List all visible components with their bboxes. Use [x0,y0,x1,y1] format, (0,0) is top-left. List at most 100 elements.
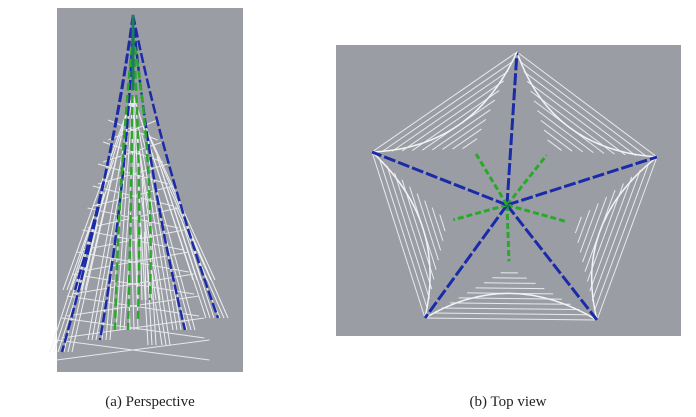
lattice-member [84,127,124,291]
lattice-member [132,94,174,331]
blue-rib [98,14,135,341]
green-rib [474,153,509,206]
lattice-member [424,200,442,251]
lattice-member [523,71,637,156]
lattice-member [450,302,571,305]
lattice-member [416,193,439,261]
edge [424,292,598,321]
lattice-member [411,90,500,151]
lattice-member [143,231,147,301]
blue-rib [371,150,508,207]
lattice-member [87,207,179,229]
blue-rib [131,14,187,331]
lattice-member [439,214,446,232]
lattice-member [530,90,615,155]
caption: (b) Top view [470,394,547,410]
lattice-member [433,312,589,316]
green-rib [131,34,152,301]
lattice-member [108,119,158,141]
lattice-member [379,158,428,309]
green-rib [505,154,548,206]
lattice-member [442,119,487,150]
edge [590,156,658,321]
lattice-member [458,297,562,300]
lattice-member [141,134,196,331]
edge [371,151,431,319]
lattice-member [589,176,633,292]
lattice-member [540,120,584,153]
lattice-member [577,209,591,243]
lattice-member [475,287,545,290]
lattice-member [579,203,599,253]
lattice-member [537,110,594,154]
lattice-member [452,128,482,150]
green-rib [452,203,508,222]
lattice-member [49,94,134,353]
lattice-member [462,138,478,150]
top-view-panel [336,45,681,336]
lattice-member [149,173,178,331]
lattice-member [483,282,536,284]
lattice-member [61,317,205,339]
lattice-member [80,192,105,291]
blue-rib [131,14,220,319]
lattice-member [526,80,626,156]
lattice-member [516,51,658,158]
caption: (a) Perspective [105,394,195,410]
lattice-member [180,218,202,281]
green-rib [113,34,135,331]
lattice-member [67,223,98,353]
lattice-member [596,156,658,321]
top-view-structure [371,51,658,321]
blue-rib [423,204,509,319]
blue-rib [505,51,519,206]
lattice-member [386,165,430,299]
lattice-member [158,212,192,331]
lattice-member [97,163,169,185]
lattice-member [431,207,444,241]
lattice-member [115,94,134,331]
lattice-member [574,216,582,234]
lattice-member [77,251,189,273]
lattice-member [371,151,426,319]
lattice-member [401,80,504,152]
lattice-member [547,139,562,151]
lattice-member [520,61,647,157]
lattice-member [102,141,164,163]
edge [371,51,518,153]
lattice-member [424,317,598,321]
lattice-member [141,178,153,346]
lattice-member [128,290,131,331]
green-rib [506,203,567,224]
lattice-member [394,172,433,290]
lattice-member [141,197,157,301]
lattice-member [62,94,134,291]
blue-rib [73,14,135,291]
lattice-member [109,135,128,341]
lattice-member [391,70,509,152]
blue-rib [506,155,658,207]
lattice-member [582,196,608,263]
lattice-member [92,185,174,207]
lattice-member [95,258,112,341]
lattice-member [401,179,435,280]
blue-rib [505,204,599,321]
lattice-member [146,265,153,301]
lattice-member [543,129,573,152]
lattice-member [144,125,216,281]
perspective-structure [49,14,229,361]
lattice-member [591,170,641,301]
green-rib [131,34,141,321]
lattice-member [371,51,518,153]
edge [516,51,658,158]
lattice-member [56,339,210,361]
lattice-member [586,183,624,282]
lattice-member [441,307,580,311]
lattice-member [156,156,198,281]
lattice-member [381,61,513,153]
lattice-member [131,134,139,331]
green-rib [505,204,511,262]
lattice-member [432,109,491,151]
